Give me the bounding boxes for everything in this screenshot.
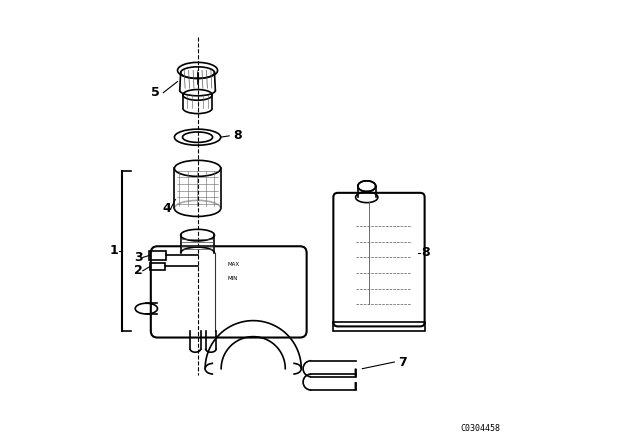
Text: 4: 4 bbox=[162, 202, 171, 215]
Bar bbox=[333, 322, 424, 331]
Bar bbox=[150, 263, 164, 270]
Text: 2: 2 bbox=[134, 264, 143, 277]
Text: 5: 5 bbox=[151, 86, 159, 99]
Text: 7: 7 bbox=[398, 356, 407, 369]
Text: C0304458: C0304458 bbox=[460, 424, 500, 433]
Text: 1: 1 bbox=[110, 244, 118, 257]
Text: 3: 3 bbox=[134, 251, 143, 264]
Text: MIN: MIN bbox=[228, 276, 238, 280]
Text: 8: 8 bbox=[421, 246, 430, 259]
Bar bbox=[150, 251, 166, 260]
Text: MAX: MAX bbox=[227, 262, 239, 267]
Text: 8: 8 bbox=[234, 129, 242, 142]
